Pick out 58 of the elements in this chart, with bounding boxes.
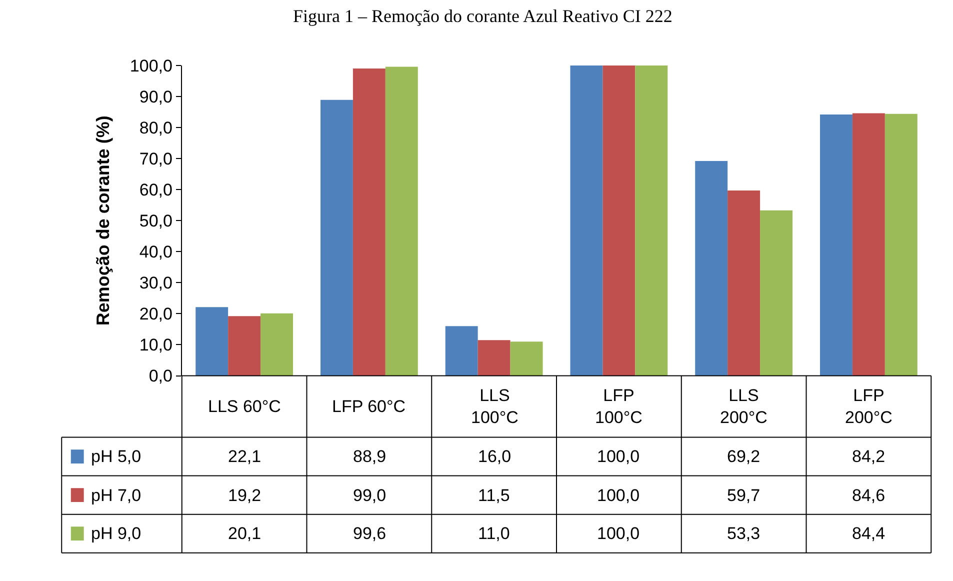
bar bbox=[228, 316, 261, 376]
legend-label: pH 7,0 bbox=[91, 486, 142, 505]
data-label: 99,6 bbox=[353, 524, 386, 543]
bar bbox=[884, 114, 918, 376]
y-tick-label: 40,0 bbox=[139, 242, 172, 262]
data-label: 20,1 bbox=[228, 524, 262, 543]
data-label: 84,2 bbox=[852, 447, 886, 466]
bar bbox=[320, 100, 353, 376]
bar bbox=[760, 210, 793, 376]
chart-title: Figura 1 – Remoção do corante Azul Reativo CI 222 bbox=[293, 6, 672, 26]
y-tick-label: 30,0 bbox=[139, 274, 172, 293]
bar bbox=[260, 313, 294, 376]
x-tick-label: LLS 200°C bbox=[720, 386, 768, 428]
y-tick-label: 10,0 bbox=[139, 336, 172, 355]
data-label: 11,0 bbox=[478, 524, 510, 543]
data-label: 84,4 bbox=[852, 524, 886, 543]
x-tick-label: LFP 200°C bbox=[845, 386, 892, 428]
x-tick-label: LFP 100°C bbox=[595, 386, 642, 428]
legend-label: pH 9,0 bbox=[91, 524, 142, 543]
bar bbox=[852, 113, 885, 376]
y-axis-title: Remoção de corante (%) bbox=[93, 116, 114, 326]
y-tick-label: 20,0 bbox=[139, 304, 172, 324]
y-tick-label: 80,0 bbox=[139, 118, 172, 138]
data-label: 99,0 bbox=[353, 486, 386, 505]
data-label: 100,0 bbox=[597, 524, 640, 543]
data-label: 100,0 bbox=[597, 486, 640, 505]
x-tick-label: LLS 60°C bbox=[208, 397, 281, 416]
bar bbox=[196, 307, 228, 376]
data-label: 88,9 bbox=[353, 447, 386, 466]
bar bbox=[602, 65, 636, 376]
data-label: 19,2 bbox=[228, 486, 262, 505]
data-label: 59,7 bbox=[727, 486, 760, 505]
legend-label: pH 5,0 bbox=[91, 447, 142, 466]
x-tick-label: LFP 60°C bbox=[332, 397, 406, 416]
bar bbox=[820, 114, 852, 376]
data-label: 53,3 bbox=[727, 524, 760, 543]
bar bbox=[635, 65, 668, 376]
data-label: 100,0 bbox=[597, 447, 640, 466]
data-label: 11,5 bbox=[478, 486, 510, 505]
y-tick-label: 60,0 bbox=[139, 180, 172, 200]
data-label: 16,0 bbox=[478, 447, 512, 466]
data-label: 22,1 bbox=[228, 447, 262, 466]
bar bbox=[445, 326, 478, 376]
y-tick-label: 90,0 bbox=[139, 87, 172, 106]
x-tick-label: LLS 100°C bbox=[471, 386, 518, 428]
bar bbox=[728, 190, 760, 376]
bar bbox=[478, 340, 510, 376]
y-tick-label: 50,0 bbox=[139, 212, 172, 231]
bar bbox=[385, 66, 418, 376]
bar bbox=[570, 65, 603, 376]
y-tick-label: 100,0 bbox=[130, 56, 172, 76]
bar bbox=[352, 68, 386, 376]
bar bbox=[695, 161, 728, 376]
data-label: 69,2 bbox=[727, 447, 760, 466]
bar bbox=[510, 342, 543, 376]
y-tick-label: 70,0 bbox=[139, 149, 172, 168]
data-label: 84,6 bbox=[852, 486, 886, 505]
y-tick-label: 0,0 bbox=[148, 366, 172, 386]
